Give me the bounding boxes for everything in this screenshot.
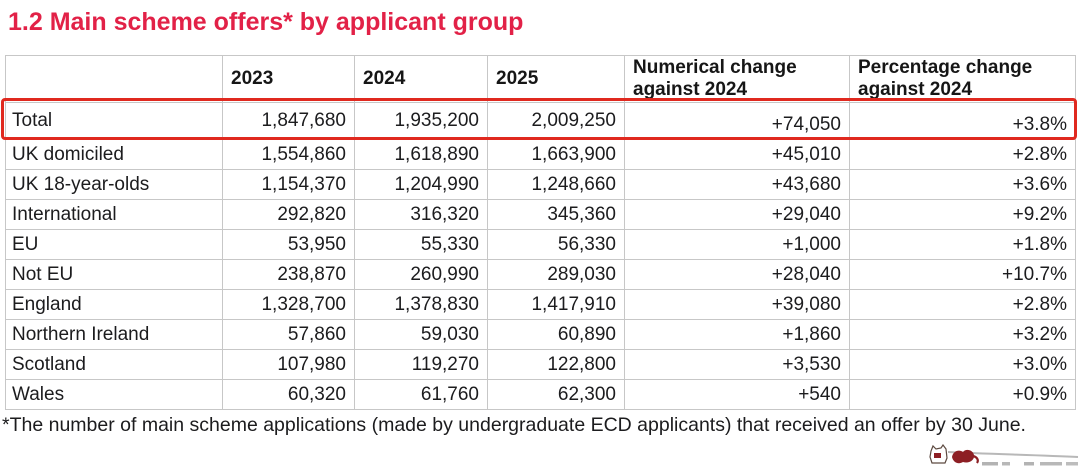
- table-row-england: England 1,328,700 1,378,830 1,417,910 +3…: [5, 289, 1076, 320]
- cell-2025: 60,890: [487, 319, 625, 350]
- watermark-logo: [929, 444, 1079, 466]
- row-label: UK domiciled: [5, 139, 223, 170]
- row-label: EU: [5, 229, 223, 260]
- cell-num-change: +3,530: [624, 349, 850, 380]
- header-2023: 2023: [222, 55, 355, 103]
- cell-pct-change: +10.7%: [849, 259, 1076, 290]
- cell-pct-change: +1.8%: [849, 229, 1076, 260]
- row-label: UK 18-year-olds: [5, 169, 223, 200]
- cell-num-change: +1,860: [624, 319, 850, 350]
- table-row-northern-ireland: Northern Ireland 57,860 59,030 60,890 +1…: [5, 319, 1076, 350]
- cell-2024: 61,760: [354, 379, 488, 410]
- cell-num-change: +39,080: [624, 289, 850, 320]
- table-row-total: Total 1,847,680 1,935,200 2,009,250 +74,…: [5, 102, 1076, 140]
- cell-pct-change: +2.8%: [849, 139, 1076, 170]
- cell-2023: 238,870: [222, 259, 355, 290]
- header-numerical-change: Numerical change against 2024: [624, 55, 850, 103]
- row-label: Scotland: [5, 349, 223, 380]
- cell-2025: 56,330: [487, 229, 625, 260]
- row-label: International: [5, 199, 223, 230]
- row-label: Total: [5, 102, 223, 140]
- cell-2024: 260,990: [354, 259, 488, 290]
- table-row-scotland: Scotland 107,980 119,270 122,800 +3,530 …: [5, 349, 1076, 380]
- cell-num-change: +540: [624, 379, 850, 410]
- cell-2024: 119,270: [354, 349, 488, 380]
- cell-num-change: +29,040: [624, 199, 850, 230]
- table-row-eu: EU 53,950 55,330 56,330 +1,000 +1.8%: [5, 229, 1076, 260]
- table-row-international: International 292,820 316,320 345,360 +2…: [5, 199, 1076, 230]
- cell-2024: 55,330: [354, 229, 488, 260]
- cell-2024: 1,204,990: [354, 169, 488, 200]
- row-label: England: [5, 289, 223, 320]
- cell-2024: 1,935,200: [354, 102, 488, 140]
- header-2024: 2024: [354, 55, 488, 103]
- cell-num-change: +43,680: [624, 169, 850, 200]
- cell-pct-change: +9.2%: [849, 199, 1076, 230]
- cell-pct-change: +3.2%: [849, 319, 1076, 350]
- header-empty: [5, 55, 223, 103]
- cell-2025: 62,300: [487, 379, 625, 410]
- header-2025: 2025: [487, 55, 625, 103]
- offers-by-applicant-group-table: 2023 2024 2025 Numerical change against …: [5, 55, 1076, 410]
- header-row: 2023 2024 2025 Numerical change against …: [5, 55, 1076, 103]
- cell-2025: 1,248,660: [487, 169, 625, 200]
- cell-2025: 2,009,250: [487, 102, 625, 140]
- cell-2024: 1,378,830: [354, 289, 488, 320]
- page-title: 1.2 Main scheme offers* by applicant gro…: [8, 8, 524, 36]
- cell-pct-change: +3.8%: [849, 102, 1076, 140]
- cell-num-change: +28,040: [624, 259, 850, 290]
- row-label: Northern Ireland: [5, 319, 223, 350]
- table-row-uk-18-year-olds: UK 18-year-olds 1,154,370 1,204,990 1,24…: [5, 169, 1076, 200]
- cell-pct-change: +3.0%: [849, 349, 1076, 380]
- cell-2023: 1,847,680: [222, 102, 355, 140]
- cell-2025: 1,417,910: [487, 289, 625, 320]
- table-row-wales: Wales 60,320 61,760 62,300 +540 +0.9%: [5, 379, 1076, 410]
- cell-pct-change: +2.8%: [849, 289, 1076, 320]
- cell-2023: 107,980: [222, 349, 355, 380]
- cell-2024: 1,618,890: [354, 139, 488, 170]
- cell-2025: 345,360: [487, 199, 625, 230]
- cell-2023: 60,320: [222, 379, 355, 410]
- cell-2024: 316,320: [354, 199, 488, 230]
- footnote: *The number of main scheme applications …: [2, 414, 1026, 436]
- table-row-uk-domiciled: UK domiciled 1,554,860 1,618,890 1,663,9…: [5, 139, 1076, 170]
- cell-2025: 289,030: [487, 259, 625, 290]
- cell-2023: 1,554,860: [222, 139, 355, 170]
- header-percentage-change: Percentage change against 2024: [849, 55, 1076, 103]
- cell-2023: 53,950: [222, 229, 355, 260]
- cell-pct-change: +3.6%: [849, 169, 1076, 200]
- cell-2024: 59,030: [354, 319, 488, 350]
- cell-2023: 1,154,370: [222, 169, 355, 200]
- cell-2023: 57,860: [222, 319, 355, 350]
- cell-num-change: +1,000: [624, 229, 850, 260]
- row-label: Wales: [5, 379, 223, 410]
- cell-num-change: +74,050: [624, 102, 850, 140]
- cell-2023: 1,328,700: [222, 289, 355, 320]
- cell-num-change: +45,010: [624, 139, 850, 170]
- cell-pct-change: +0.9%: [849, 379, 1076, 410]
- cell-2025: 122,800: [487, 349, 625, 380]
- table-row-not-eu: Not EU 238,870 260,990 289,030 +28,040 +…: [5, 259, 1076, 290]
- cell-2023: 292,820: [222, 199, 355, 230]
- cell-2025: 1,663,900: [487, 139, 625, 170]
- row-label: Not EU: [5, 259, 223, 290]
